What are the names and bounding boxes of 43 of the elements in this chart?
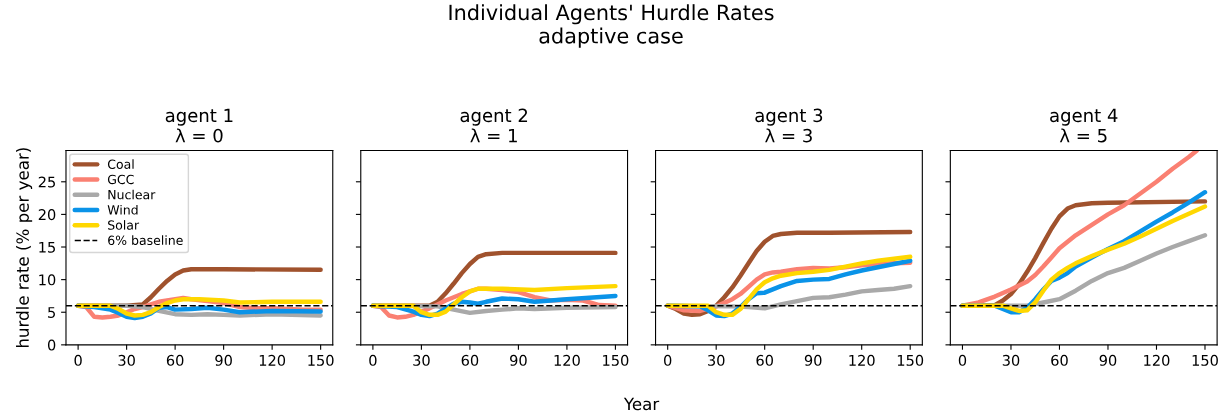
x-tick-label: 0 <box>664 354 672 366</box>
legend-label: 6% baseline <box>108 235 183 246</box>
x-tick-label: 0 <box>369 354 377 366</box>
y-tick-label: 5 <box>48 307 55 318</box>
x-tick-label: 30 <box>118 354 135 366</box>
x-tick-label: 30 <box>708 354 725 366</box>
legend-label: Wind <box>107 204 138 215</box>
x-tick-label: 0 <box>74 354 82 366</box>
y-axis-title: hurdle rate (% per year) <box>16 148 33 348</box>
x-axis-title: Year <box>623 397 660 411</box>
chart-title: agent 3 λ = 3 <box>755 108 823 143</box>
y-tick-label: 20 <box>38 209 56 221</box>
x-tick-label: 0 <box>958 354 967 366</box>
x-tick-label: 120 <box>554 354 580 366</box>
y-tick-label: 10 <box>39 274 56 286</box>
legend-label: Nuclear <box>108 189 156 200</box>
x-tick-label: 150 <box>1192 354 1218 366</box>
x-tick-label: 150 <box>308 354 334 366</box>
y-tick-label: 0 <box>47 339 56 351</box>
x-tick-label: 90 <box>215 354 232 366</box>
x-tick-label: 90 <box>1099 354 1117 366</box>
legend-label: Solar <box>108 220 140 230</box>
x-tick-label: 150 <box>603 354 629 366</box>
x-tick-label: 120 <box>1144 354 1170 366</box>
y-tick-label: 15 <box>39 241 55 253</box>
chart-title: agent 1 λ = 0 <box>165 108 233 143</box>
x-tick-label: 30 <box>1002 354 1020 366</box>
chart-title: agent 2 λ = 1 <box>460 108 528 143</box>
y-tick-label: 25 <box>38 176 55 188</box>
chart-title: agent 4 λ = 5 <box>1050 108 1118 143</box>
x-tick-label: 120 <box>849 354 875 366</box>
x-tick-label: 60 <box>756 354 773 366</box>
x-tick-label: 90 <box>510 354 527 366</box>
text: Individual Agents' Hurdle Rates adaptive case <box>449 4 774 48</box>
x-tick-label: 90 <box>804 354 822 366</box>
x-tick-label: 60 <box>461 354 479 366</box>
x-tick-label: 30 <box>413 354 430 366</box>
x-tick-label: 60 <box>166 354 184 366</box>
x-tick-label: 60 <box>1051 354 1068 366</box>
legend-label: Coal <box>107 159 134 169</box>
legend-label: GCC <box>107 174 134 185</box>
x-tick-label: 150 <box>897 354 924 366</box>
x-tick-label: 120 <box>259 354 286 366</box>
